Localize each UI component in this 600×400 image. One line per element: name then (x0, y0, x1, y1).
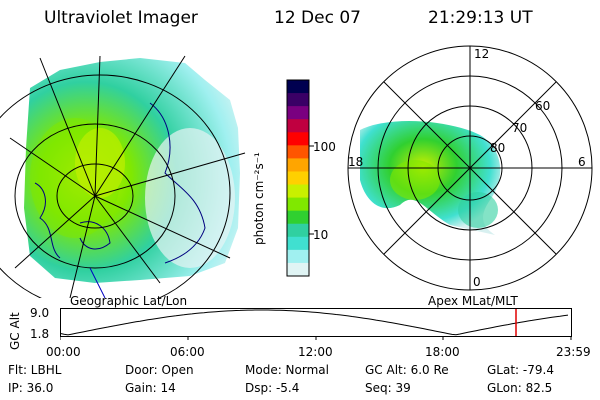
altitude-xtick-0000: 00:00 (46, 345, 81, 359)
altitude-curve (60, 309, 569, 336)
info-gcalt: GC Alt: 6.0 Re (365, 363, 449, 377)
altitude-xtick-1200: 12:00 (298, 345, 333, 359)
mlt-label-18: 18 (348, 155, 363, 169)
colorbar-segment (287, 93, 309, 107)
altitude-ylabel: GC Alt (8, 312, 22, 350)
colorbar-segment (287, 262, 309, 277)
colorbar-segment (287, 249, 309, 264)
info-door: Door: Open (125, 363, 194, 377)
colorbar-segment (287, 210, 309, 225)
colorbar-segment (287, 80, 309, 94)
colorbar-segment (287, 119, 309, 133)
altitude-xtick-2359: 23:59 (556, 345, 591, 359)
colorbar-segment (287, 223, 309, 238)
info-dsp: Dsp: -5.4 (245, 381, 300, 395)
colorbar-segment (287, 236, 309, 251)
info-ip: IP: 36.0 (8, 381, 54, 395)
info-gain: Gain: 14 (125, 381, 176, 395)
mlat-label-60: 60 (535, 99, 550, 113)
info-seq: Seq: 39 (365, 381, 411, 395)
colorbar-segment (287, 158, 309, 172)
app-title: Ultraviolet Imager (44, 8, 198, 28)
altitude-xtick-1800: 18:00 (425, 345, 460, 359)
mlat-label-70: 70 (512, 121, 527, 135)
colorbar-segment (287, 132, 309, 146)
apex-polar-plot: 12 6 0 18 60 70 80 (347, 45, 593, 291)
mlt-label-6: 6 (578, 155, 586, 169)
mlat-label-80: 80 (490, 141, 505, 155)
colorbar-segment (287, 197, 309, 212)
time-label: 21:29:13 UT (428, 8, 533, 28)
colorbar-unit-label: photon cm⁻²s⁻¹ (252, 152, 266, 245)
colorbar-tick-10: 10 (313, 228, 329, 242)
altitude-xtick-0600: 06:00 (170, 345, 205, 359)
colorbar-tick-100: 100 (313, 140, 336, 154)
altitude-plot (60, 308, 572, 340)
altitude-ytick-9: 9.0 (30, 306, 50, 320)
colorbar-segment (287, 145, 309, 159)
colorbar (286, 79, 314, 277)
mlt-label-12: 12 (474, 47, 489, 61)
geographic-label: Geographic Lat/Lon (70, 294, 188, 308)
colorbar-segment (287, 184, 309, 199)
info-glat: GLat: -79.4 (487, 363, 554, 377)
info-mode: Mode: Normal (245, 363, 329, 377)
colorbar-segment (287, 106, 309, 120)
date-label: 12 Dec 07 (274, 8, 361, 28)
mlt-label-0: 0 (473, 275, 481, 289)
altitude-ytick-1.8: 1.8 (30, 327, 50, 341)
geographic-image (0, 55, 246, 298)
colorbar-segment (287, 171, 309, 186)
info-flt: Flt: LBHL (8, 363, 62, 377)
info-glon: GLon: 82.5 (487, 381, 553, 395)
apex-label: Apex MLat/MLT (428, 294, 518, 308)
